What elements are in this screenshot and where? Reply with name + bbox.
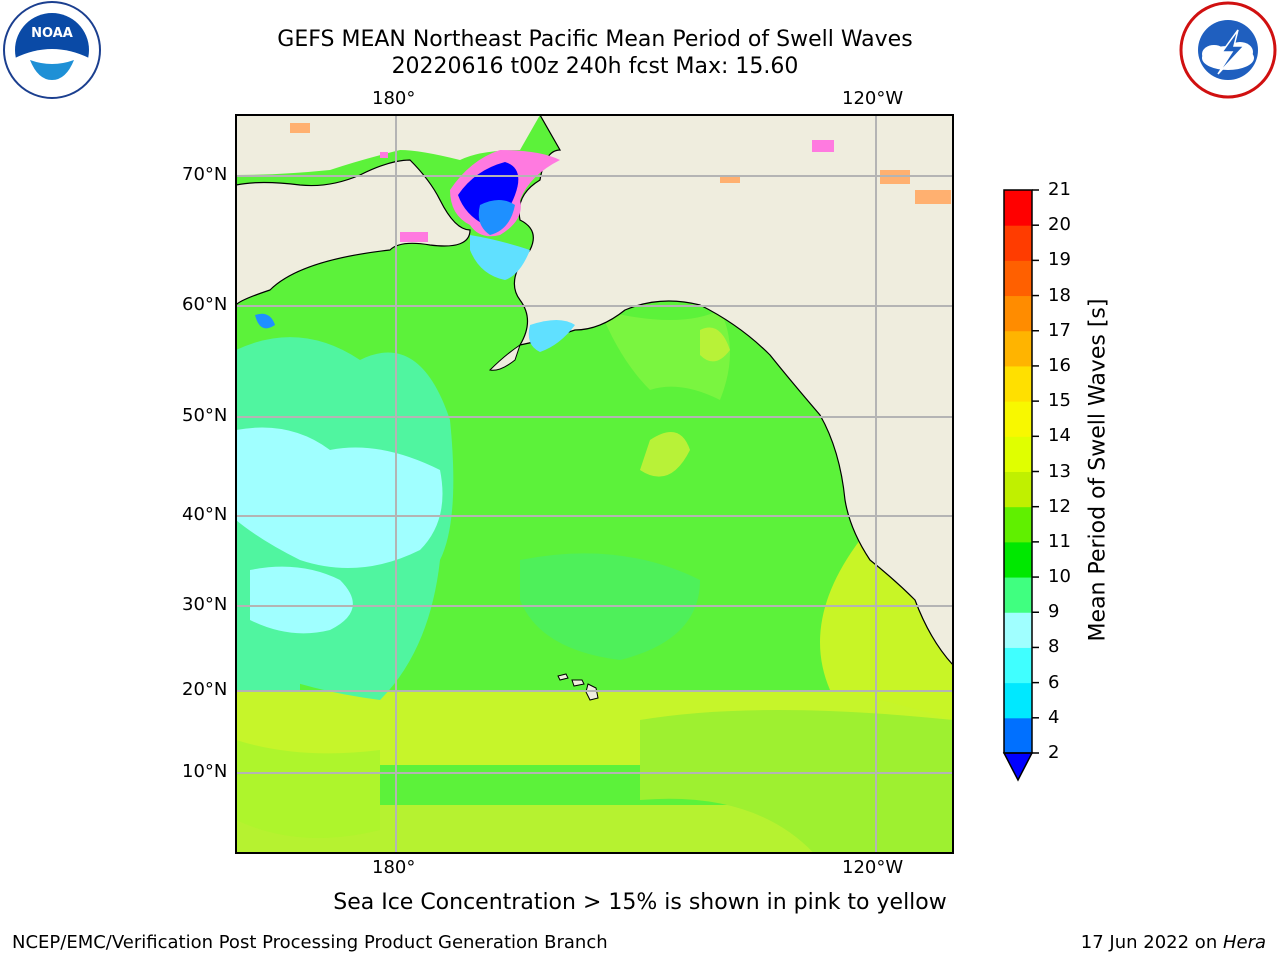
colorbar-segment <box>1004 541 1032 578</box>
colorbar-tick-label: 11 <box>1048 530 1071 552</box>
lon-label-top-180: 180° <box>372 88 416 109</box>
footer-branch: NCEP/EMC/Verification Post Processing Pr… <box>12 932 608 953</box>
lat-label-70n: 70°N <box>182 164 228 185</box>
colorbar-segment <box>1004 682 1032 719</box>
sea-ice-note: Sea Ice Concentration > 15% is shown in … <box>333 890 947 915</box>
lon-label-top-120w: 120°W <box>842 88 904 109</box>
footer-host: Hera <box>1222 932 1266 953</box>
colorbar-tick-label: 13 <box>1048 460 1071 482</box>
colorbar-tick-label: 4 <box>1048 706 1060 728</box>
map-frame <box>235 114 954 854</box>
colorbar-tick-label: 21 <box>1048 179 1071 200</box>
colorbar-tick-label: 10 <box>1048 566 1071 588</box>
colorbar-segment <box>1004 330 1032 367</box>
colorbar-segment <box>1004 717 1032 754</box>
colorbar-tick-label: 18 <box>1048 284 1071 306</box>
colorbar-tick-label: 19 <box>1048 249 1071 271</box>
colorbar-segment <box>1004 260 1032 297</box>
lon-label-bottom-180: 180° <box>372 857 416 878</box>
colorbar-segment <box>1004 365 1032 402</box>
colorbar-tick-label: 8 <box>1048 636 1060 658</box>
noaa-logo-icon: NOAA <box>3 1 101 99</box>
map-title: GEFS MEAN Northeast Pacific Mean Period … <box>277 27 913 52</box>
lat-label-10n: 10°N <box>182 761 228 782</box>
colorbar-under-triangle <box>1002 752 1034 782</box>
colorbar-tick-label: 17 <box>1048 319 1071 341</box>
colorbar-tick-label: 12 <box>1048 495 1071 517</box>
colorbar-segment <box>1004 225 1032 261</box>
colorbar-segment <box>1004 401 1032 437</box>
map-gridlines <box>236 115 953 853</box>
lat-label-60n: 60°N <box>182 294 228 315</box>
lat-label-40n: 40°N <box>182 504 228 525</box>
colorbar <box>1002 189 1039 782</box>
footer-date-text: 17 Jun 2022 on <box>1080 932 1223 953</box>
colorbar-tick-label: 14 <box>1048 425 1071 447</box>
colorbar-segment <box>1004 612 1032 648</box>
footer-date: 17 Jun 2022 on Hera <box>1081 932 1266 953</box>
lat-label-50n: 50°N <box>182 405 228 426</box>
colorbar-segment <box>1004 190 1032 226</box>
colorbar-tick-label: 9 <box>1048 601 1060 623</box>
colorbar-tick-label: 15 <box>1048 390 1071 412</box>
colorbar-label: Mean Period of Swell Waves [s] <box>1085 298 1111 642</box>
colorbar-segment <box>1004 577 1032 613</box>
colorbar-tick-label: 20 <box>1048 214 1071 236</box>
colorbar-segment <box>1004 295 1032 332</box>
colorbar-tick-label: 2 <box>1048 742 1060 763</box>
lat-label-20n: 20°N <box>182 679 228 700</box>
lon-label-bottom-120w: 120°W <box>842 857 904 878</box>
colorbar-segment <box>1004 436 1032 472</box>
colorbar-tick-label: 16 <box>1048 354 1071 376</box>
colorbar-segment <box>1004 506 1032 543</box>
nws-logo-icon <box>1179 1 1277 99</box>
colorbar-tick-label: 6 <box>1048 671 1060 693</box>
colorbar-segment <box>1004 647 1032 684</box>
colorbar-segment <box>1004 471 1032 508</box>
map-subtitle: 20220616 t00z 240h fcst Max: 15.60 <box>391 54 799 79</box>
noaa-logo-text: NOAA <box>31 26 73 41</box>
lat-label-30n: 30°N <box>182 594 228 615</box>
